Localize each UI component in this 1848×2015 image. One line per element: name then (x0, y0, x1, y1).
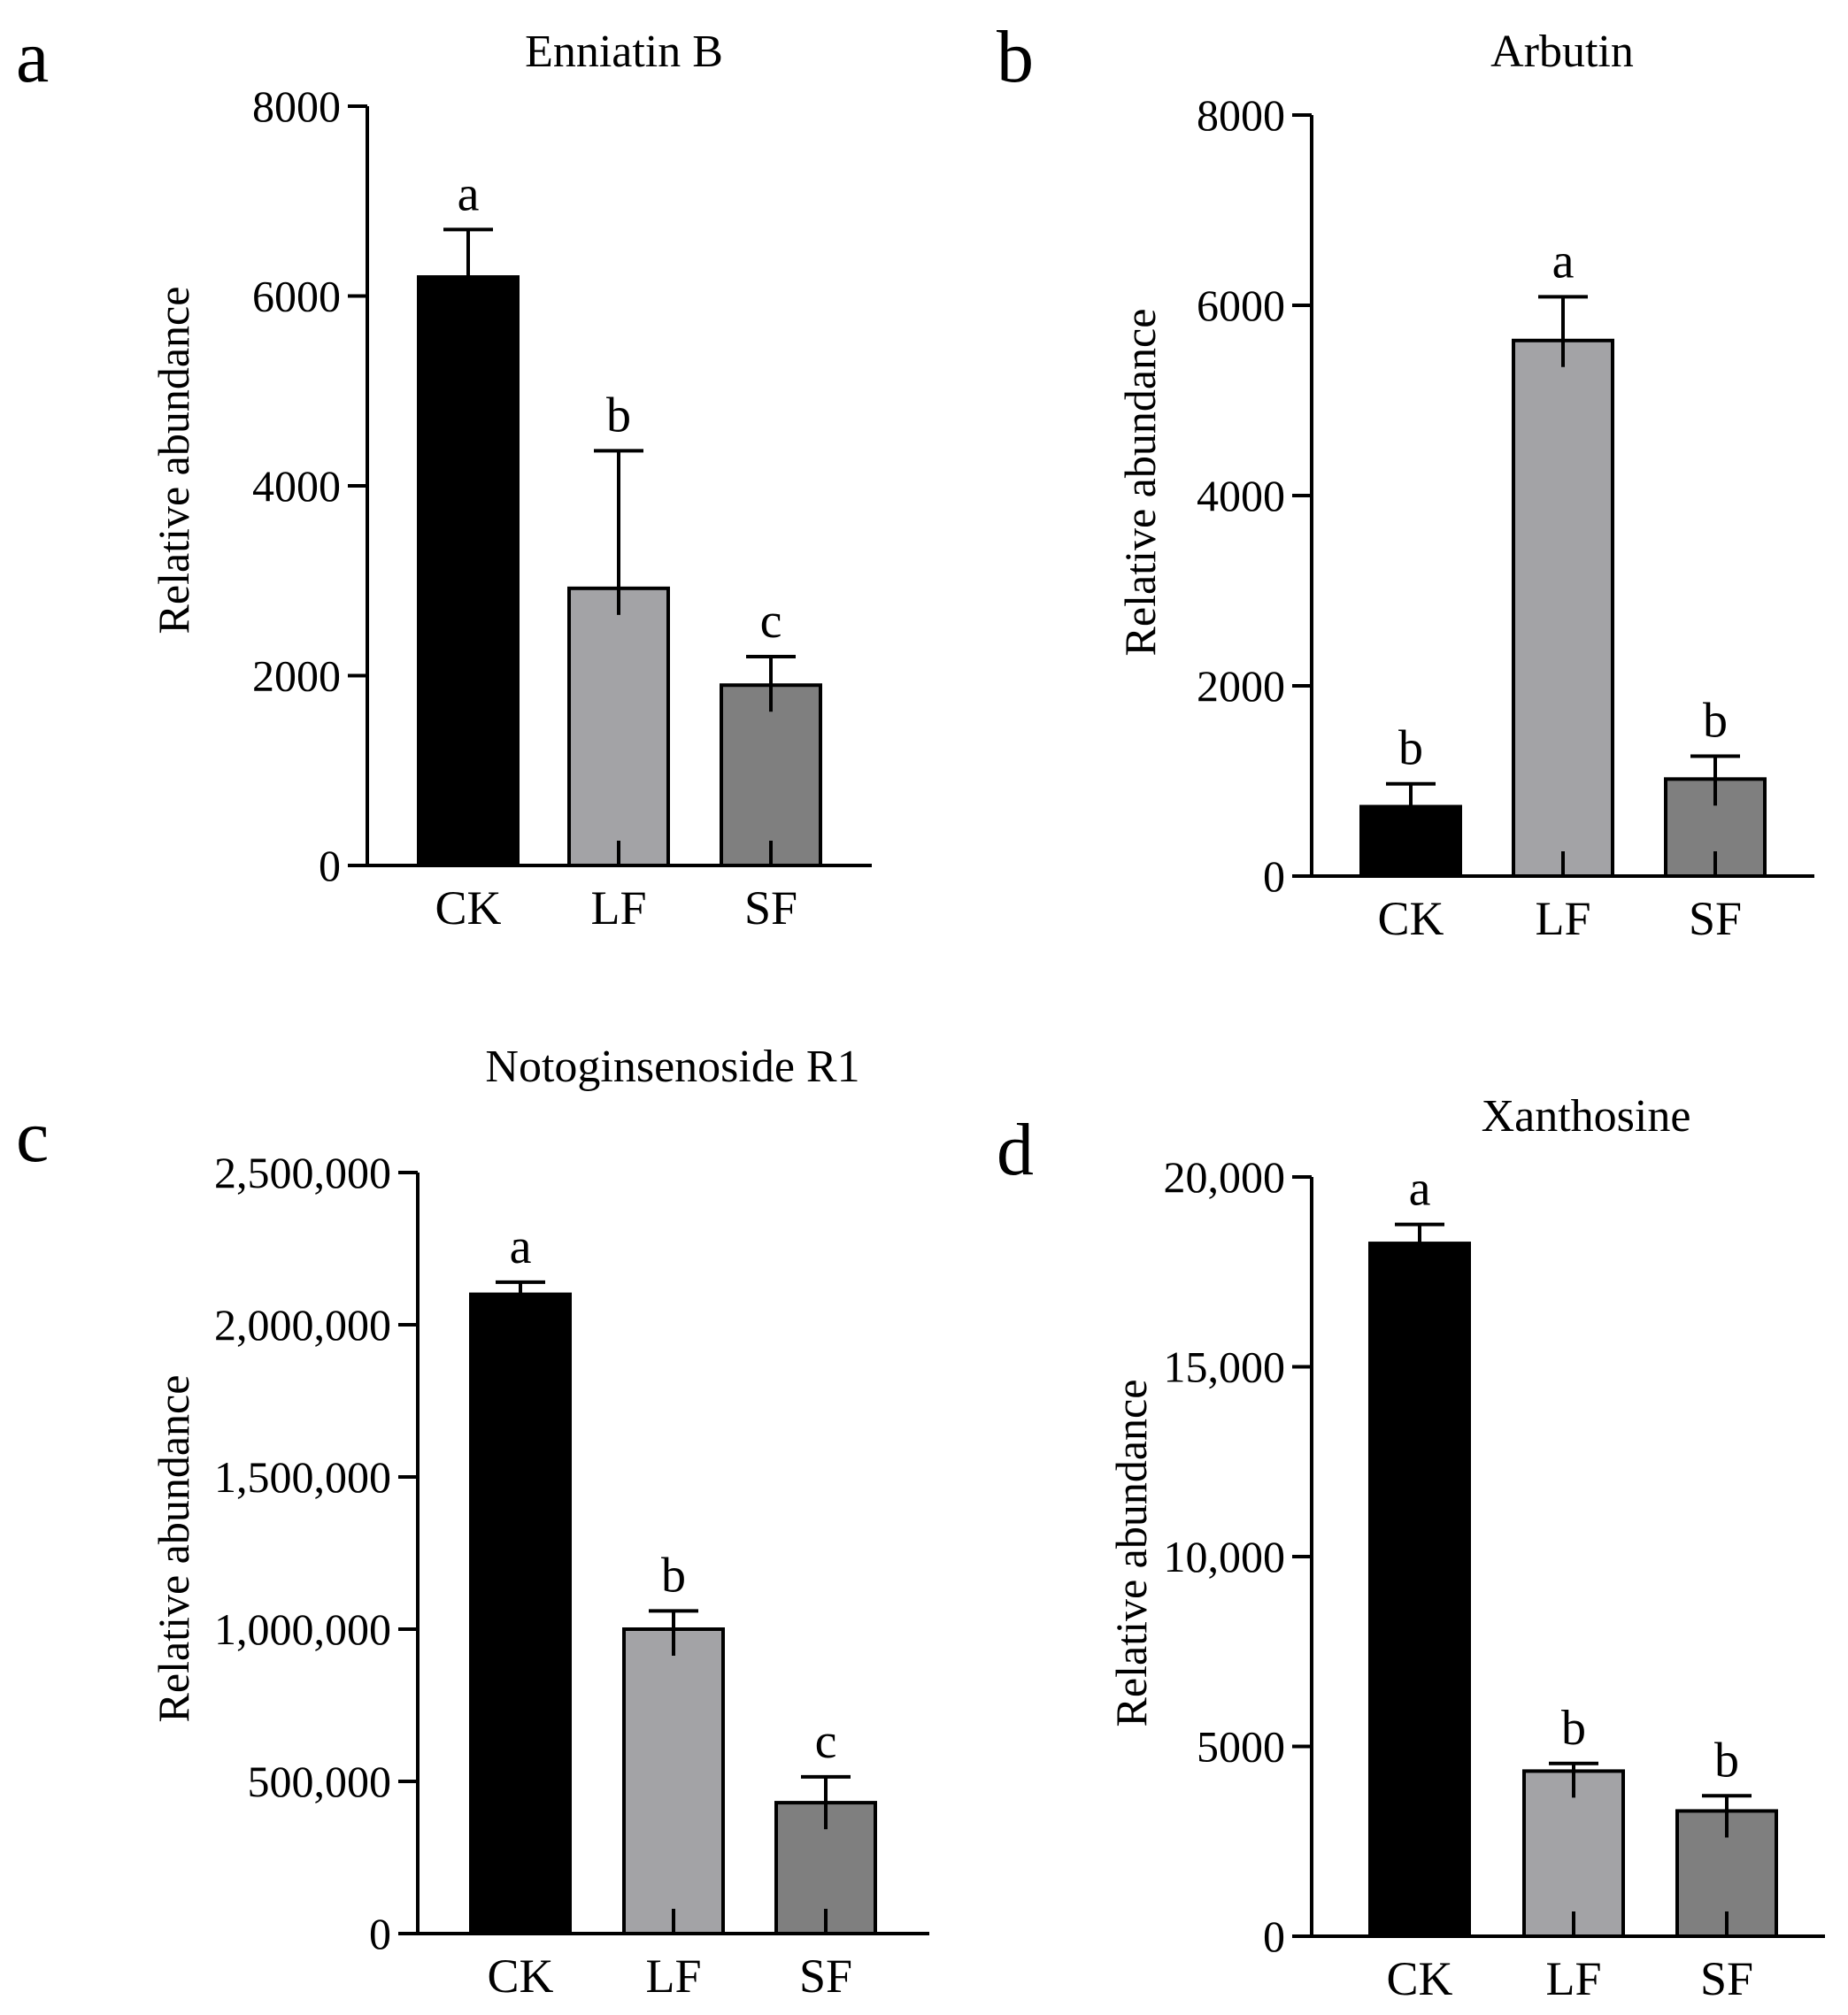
plot-area-a: 0 2000 4000 6000 8000 a CK b LF c SF (252, 81, 872, 934)
y-tick-label-d: 0 (1263, 1911, 1285, 1961)
plot-area-d: 0 5000 10,000 15,000 20,000 a CK b LF b SF (1164, 1152, 1825, 2005)
y-tick-label-b: 8000 (1197, 90, 1285, 140)
panel-d: d Xanthosine Relative abundance 0 5000 10,… (997, 1091, 1825, 2005)
panel-letter-c: c (16, 1096, 49, 1178)
y-tick-label-a: 2000 (252, 651, 341, 701)
significance-label-c-ck: a (510, 1219, 532, 1274)
plot-area-c: 0 500,000 1,000,000 1,500,000 2,000,000 2,500… (214, 1148, 929, 2003)
y-tick-label-b: 6000 (1197, 281, 1285, 330)
panel-letter-a: a (16, 16, 49, 98)
y-tick-label-c: 2,500,000 (214, 1148, 391, 1197)
chart-title-b: Arbutin (1490, 27, 1634, 77)
y-tick-label-b: 0 (1263, 851, 1285, 901)
panel-letter-d: d (997, 1109, 1034, 1191)
x-tick-label-a-ck: CK (435, 881, 501, 934)
y-axis-title-b: Relative abundance (1115, 309, 1165, 657)
significance-label-a-lf: b (606, 388, 631, 442)
significance-label-c-sf: c (815, 1714, 837, 1769)
bar-b-lf (1512, 338, 1614, 878)
bar-a-sf (720, 683, 822, 867)
y-axis-title-d: Relative abundance (1106, 1380, 1156, 1727)
x-tick-label-d-lf: LF (1545, 1952, 1601, 2005)
y-tick-label-c: 500,000 (248, 1757, 392, 1806)
x-tick-label-c-sf: SF (799, 1950, 852, 2003)
x-tick-label-b-lf: LF (1535, 892, 1590, 945)
y-tick-label-a: 4000 (252, 461, 341, 511)
y-tick-label-d: 10,000 (1164, 1532, 1286, 1581)
chart-title-c: Notoginsenoside R1 (485, 1042, 859, 1092)
x-tick-label-a-lf: LF (590, 881, 646, 934)
x-tick-label-d-ck: CK (1386, 1952, 1452, 2005)
panel-c: c Notoginsenoside R1 Relative abundance … (16, 1042, 929, 2003)
plot-area-b: 0 2000 4000 6000 8000 b CK a LF b SF (1197, 90, 1814, 945)
x-tick-label-b-ck: CK (1377, 892, 1444, 945)
significance-label-b-ck: b (1398, 721, 1423, 776)
bar-d-ck (1368, 1242, 1471, 1938)
significance-label-b-lf: a (1552, 234, 1575, 288)
x-tick-label-b-sf: SF (1689, 892, 1742, 945)
bar-d-lf (1522, 1769, 1625, 1939)
significance-label-c-lf: b (661, 1548, 686, 1603)
y-tick-label-c: 2,000,000 (214, 1300, 391, 1350)
bar-c-lf (622, 1627, 725, 1935)
x-tick-label-a-sf: SF (744, 881, 797, 934)
significance-label-b-sf: b (1703, 694, 1728, 749)
y-tick-label-a: 0 (319, 841, 341, 890)
significance-label-a-sf: c (760, 594, 782, 649)
panel-a: a Enniatin B Relative abundance 0 2000 400… (16, 16, 872, 934)
panel-b: b Arbutin Relative abundance 0 2000 4000 60… (997, 16, 1814, 945)
y-tick-label-b: 2000 (1197, 661, 1285, 711)
y-tick-label-b: 4000 (1197, 471, 1285, 520)
x-tick-label-c-lf: LF (645, 1950, 701, 2003)
significance-label-d-lf: b (1561, 1701, 1586, 1756)
significance-label-d-sf: b (1714, 1733, 1739, 1788)
x-tick-label-d-sf: SF (1700, 1952, 1753, 2005)
chart-title-d: Xanthosine (1482, 1091, 1691, 1142)
y-tick-label-a: 8000 (252, 81, 341, 131)
y-tick-label-d: 20,000 (1164, 1152, 1286, 1202)
x-tick-label-c-ck: CK (487, 1950, 553, 2003)
chart-title-a: Enniatin B (525, 27, 723, 77)
panel-letter-b: b (997, 16, 1034, 98)
y-tick-label-d: 5000 (1197, 1722, 1285, 1772)
bar-a-lf (567, 586, 670, 868)
y-tick-label-d: 15,000 (1164, 1342, 1286, 1392)
y-tick-label-c: 0 (369, 1909, 391, 1958)
bar-a-ck (417, 275, 520, 867)
y-tick-label-a: 6000 (252, 272, 341, 321)
y-tick-label-c: 1,000,000 (214, 1604, 391, 1654)
y-tick-label-c: 1,500,000 (214, 1452, 391, 1502)
bar-c-ck (469, 1292, 572, 1935)
y-axis-title-a: Relative abundance (149, 287, 198, 634)
y-axis-title-c: Relative abundance (149, 1375, 198, 1723)
significance-label-d-ck: a (1409, 1162, 1431, 1217)
significance-label-a-ck: a (458, 166, 480, 221)
